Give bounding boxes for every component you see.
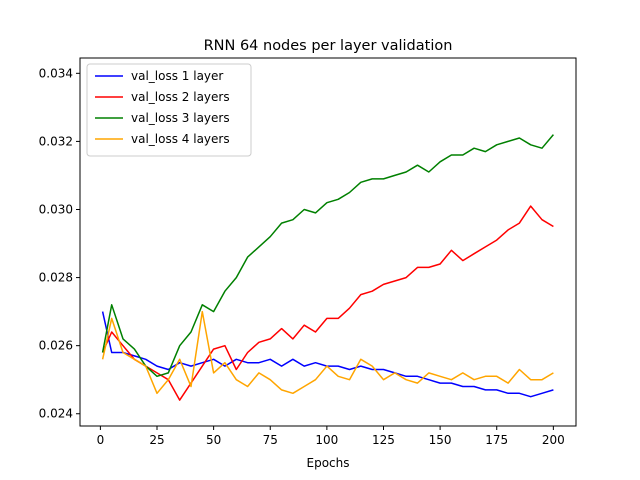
y-tick-label: 0.026 bbox=[39, 339, 73, 353]
x-axis-label: Epochs bbox=[307, 456, 350, 470]
legend-label: val_loss 3 layers bbox=[131, 111, 230, 125]
x-axis: 0 25 50 75 100 125 150 175 200 bbox=[97, 426, 565, 447]
x-tick-label: 200 bbox=[542, 433, 565, 447]
legend: val_loss 1 layer val_loss 2 layers val_los… bbox=[86, 63, 252, 157]
series-line-3 bbox=[101, 134, 554, 378]
x-tick-label: 175 bbox=[485, 433, 508, 447]
legend-label: val_loss 4 layers bbox=[131, 132, 230, 146]
plot-frame bbox=[79, 57, 577, 427]
series-line-4 bbox=[101, 310, 554, 395]
y-tick-label: 0.028 bbox=[39, 271, 73, 285]
x-tick-label: 50 bbox=[206, 433, 221, 447]
y-tick-label: 0.032 bbox=[39, 134, 73, 148]
series-line-2 bbox=[101, 205, 554, 401]
legend-label: val_loss 2 layers bbox=[131, 90, 230, 104]
legend-label: val_loss 1 layer bbox=[131, 69, 223, 83]
y-tick-label: 0.030 bbox=[39, 202, 73, 216]
legend-box bbox=[86, 63, 252, 157]
y-tick-label: 0.024 bbox=[39, 407, 73, 421]
x-tick-label: 125 bbox=[372, 433, 395, 447]
y-axis: 0.024 0.026 0.028 0.030 0.032 0.034 bbox=[39, 66, 80, 421]
x-tick-label: 150 bbox=[429, 433, 452, 447]
x-tick-label: 100 bbox=[315, 433, 338, 447]
series-layer bbox=[101, 134, 554, 401]
chart-title: RNN 64 nodes per layer validation bbox=[204, 38, 453, 54]
x-tick-label: 0 bbox=[97, 433, 105, 447]
y-tick-label: 0.034 bbox=[39, 66, 73, 80]
x-tick-label: 25 bbox=[149, 433, 164, 447]
x-tick-label: 75 bbox=[263, 433, 278, 447]
